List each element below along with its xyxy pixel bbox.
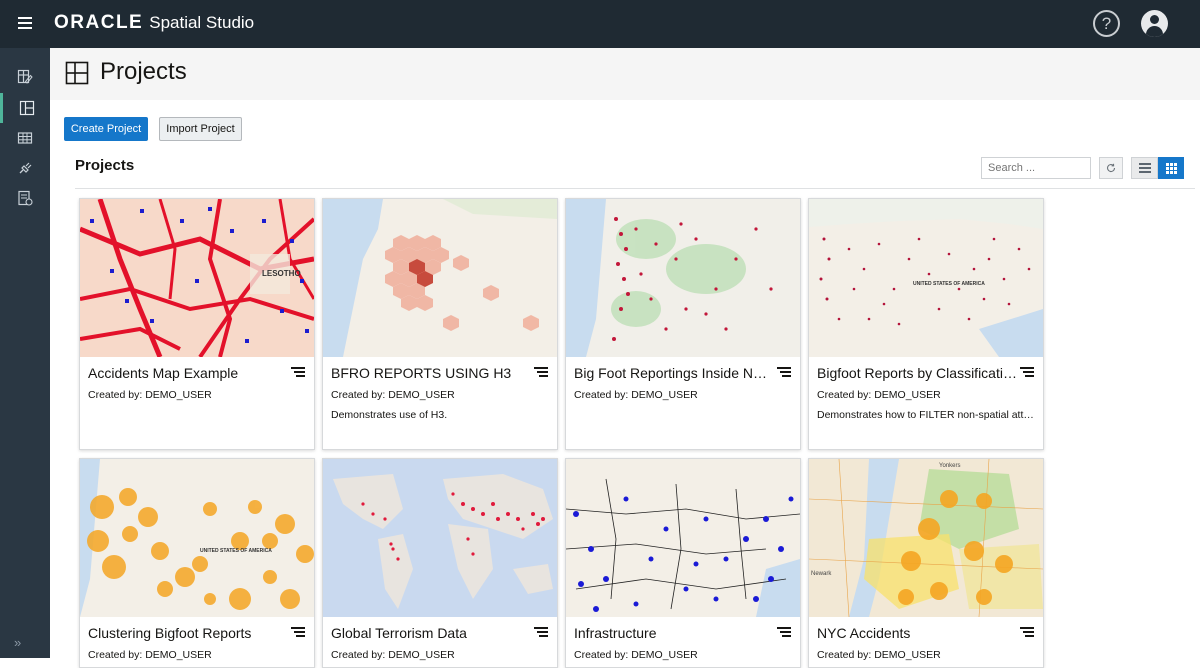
card-menu-icon[interactable] [534,367,548,379]
card-menu-icon[interactable] [777,367,791,379]
refresh-button[interactable] [1099,157,1123,179]
project-title[interactable]: Bigfoot Reports by Classification [817,365,1017,381]
project-card-bigfoot-classification[interactable]: UNITED STATES OF AMERICA Bigfoot Reports… [808,198,1044,450]
map-label: LESOTHO [262,269,301,278]
project-title[interactable]: NYC Accidents [817,625,911,641]
project-title[interactable]: Infrastructure [574,625,657,641]
sidebar-item-datasets[interactable] [0,62,50,92]
project-creator: Created by: DEMO_USER [88,649,212,661]
project-creator: Created by: DEMO_USER [88,389,212,401]
project-description: Demonstrates use of H3. [331,409,448,421]
project-card-infrastructure[interactable]: Infrastructure Created by: DEMO_USER [565,458,801,668]
project-thumbnail: UNITED STATES OF AMERICA [809,199,1043,357]
page-header: Projects [50,48,1200,100]
page-title: Projects [100,58,187,85]
projects-icon [19,100,34,116]
project-title[interactable]: Accidents Map Example [88,365,239,381]
datasets-icon [17,69,33,84]
card-menu-icon[interactable] [1020,627,1034,639]
section-divider [75,188,1195,189]
project-thumbnail [323,459,557,617]
grid-view-icon [1165,162,1177,174]
project-creator: Created by: DEMO_USER [331,649,455,661]
project-card-accidents-map[interactable]: LESOTHO Accidents Map Example Created by… [79,198,315,450]
search-input[interactable] [981,157,1091,179]
project-title[interactable]: Clustering Bigfoot Reports [88,625,252,641]
project-creator: Created by: DEMO_USER [817,649,941,661]
sidebar-expand-icon[interactable]: » [14,635,22,650]
section-title: Projects [75,157,135,174]
import-project-button[interactable]: Import Project [159,117,242,141]
list-view-button[interactable] [1131,157,1158,179]
sidebar-item-tables[interactable] [0,123,50,153]
project-description: Demonstrates how to FILTER non-spatial a… [817,409,1037,421]
project-title[interactable]: Global Terrorism Data [331,625,467,641]
map-label: UNITED STATES OF AMERICA [200,548,272,554]
sidebar: » [0,48,50,658]
project-card-clustering-bigfoot[interactable]: UNITED STATES OF AMERICA Clustering Bigf… [79,458,315,668]
help-icon[interactable]: ? [1093,10,1120,37]
sidebar-item-connections[interactable] [0,153,50,183]
project-thumbnail: LESOTHO [80,199,314,357]
project-creator: Created by: DEMO_USER [331,389,455,401]
map-label: Newark [811,571,832,577]
product-name: Spatial Studio [149,13,255,32]
card-menu-icon[interactable] [1020,367,1034,379]
project-title[interactable]: Big Foot Reportings Inside Nati... [574,365,774,381]
projects-title-icon [65,61,89,85]
oracle-logo: ORACLE [54,12,144,33]
card-menu-icon[interactable] [534,627,548,639]
project-thumbnail [566,459,800,617]
project-card-global-terrorism[interactable]: Global Terrorism Data Created by: DEMO_U… [322,458,558,668]
card-menu-icon[interactable] [291,627,305,639]
user-avatar-icon[interactable] [1141,10,1168,37]
map-label: UNITED STATES OF AMERICA [913,281,985,287]
project-creator: Created by: DEMO_USER [574,649,698,661]
card-menu-icon[interactable] [291,367,305,379]
refresh-icon [1107,163,1116,173]
create-project-button[interactable]: Create Project [64,117,148,141]
project-title[interactable]: BFRO REPORTS USING H3 [331,365,512,381]
list-view-icon [1138,163,1151,173]
project-thumbnail: UNITED STATES OF AMERICA [80,459,314,617]
project-card-nyc-accidents[interactable]: Yonkers Newark NYC Accidents Created by:… [808,458,1044,668]
sidebar-item-jobs[interactable] [0,183,50,213]
hamburger-menu-icon[interactable] [18,17,32,29]
map-label: Yonkers [939,463,960,469]
project-thumbnail [323,199,557,357]
card-menu-icon[interactable] [777,627,791,639]
brand[interactable]: ORACLE Spatial Studio [54,12,254,34]
project-thumbnail [566,199,800,357]
jobs-icon [18,190,33,206]
connections-icon [19,162,32,174]
project-thumbnail: Yonkers Newark [809,459,1043,617]
tables-icon [17,132,33,144]
project-creator: Created by: DEMO_USER [817,389,941,401]
project-card-bfro-h3[interactable]: BFRO REPORTS USING H3 Created by: DEMO_U… [322,198,558,450]
top-bar: ORACLE Spatial Studio ? [0,0,1200,48]
sidebar-item-projects[interactable] [0,93,50,123]
grid-view-button[interactable] [1158,157,1184,179]
project-creator: Created by: DEMO_USER [574,389,698,401]
project-card-bigfoot-national[interactable]: Big Foot Reportings Inside Nati... Creat… [565,198,801,450]
